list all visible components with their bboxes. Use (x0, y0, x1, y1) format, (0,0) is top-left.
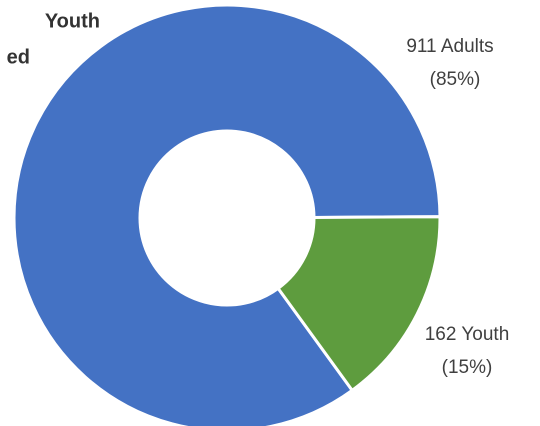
chart-title: Youth (45, 10, 100, 32)
chart-title: ed (7, 46, 30, 68)
data-label: (85%) (430, 69, 481, 90)
slice (276, 215, 442, 393)
data-label: 911 Adults (406, 36, 493, 57)
data-label: (15%) (442, 357, 493, 378)
slice (12, 3, 442, 426)
data-label: 162 Youth (425, 324, 510, 345)
